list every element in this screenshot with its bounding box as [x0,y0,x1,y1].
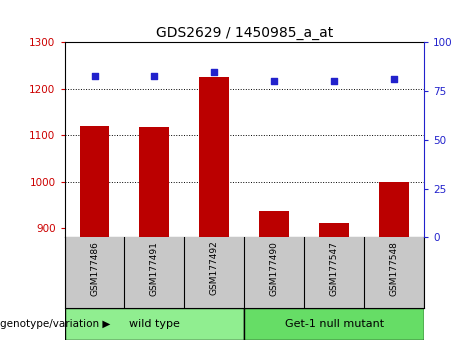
Bar [319,223,349,237]
Point [151,73,158,78]
Point [331,79,338,84]
Point [390,76,398,82]
Text: Get-1 null mutant: Get-1 null mutant [284,319,384,329]
Text: wild type: wild type [129,319,180,329]
Text: GSM177548: GSM177548 [390,241,399,296]
Title: GDS2629 / 1450985_a_at: GDS2629 / 1450985_a_at [156,26,333,40]
Text: GSM177547: GSM177547 [330,241,339,296]
Bar [199,77,229,237]
Bar [65,308,244,340]
Text: GSM177491: GSM177491 [150,241,159,296]
Point [271,79,278,84]
Bar [80,126,110,237]
Bar [244,308,424,340]
Point [91,73,98,78]
Text: GSM177492: GSM177492 [210,241,219,296]
Bar [379,182,409,237]
Bar [139,127,170,237]
Text: GSM177486: GSM177486 [90,241,99,296]
Text: GSM177490: GSM177490 [270,241,279,296]
Point [211,69,218,74]
Text: genotype/variation ▶: genotype/variation ▶ [0,319,110,329]
Bar [259,211,289,237]
